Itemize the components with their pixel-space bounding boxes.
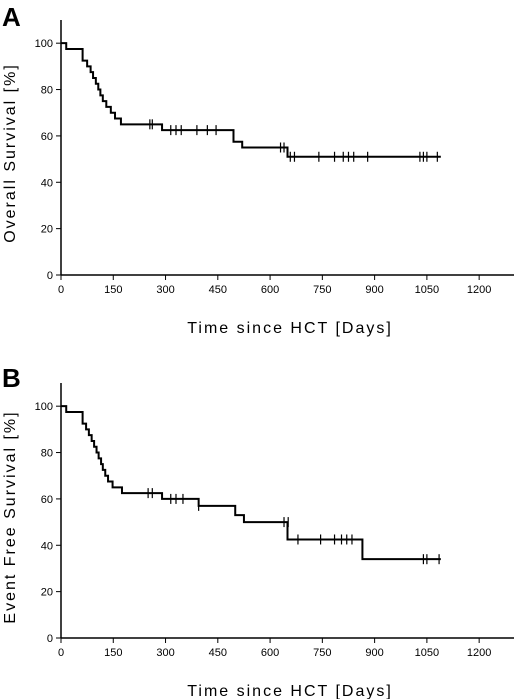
panel-a-x-tick-label: 900	[365, 284, 383, 296]
panel-a-x-tick-label: 450	[209, 284, 227, 296]
panel-a-x-tick-label: 1200	[467, 284, 491, 296]
panel-b-survival-curve	[61, 405, 441, 561]
panel-a: A 0 150 300 450 600 750 900 1050 1200 0 20 40 60 80 10…	[2, 2, 514, 337]
panel-b-x-tick-label: 450	[209, 647, 227, 659]
panel-b: B 0 150 300 450 600 750 900 1050 1200 0 20 40 60 80 10…	[2, 363, 514, 699]
panel-a-x-tick-label: 750	[313, 284, 331, 296]
panel-a-y-tick-label: 60	[41, 131, 53, 143]
panel-b-x-tick-label: 0	[58, 647, 64, 659]
panel-a-x-tick-label: 1050	[415, 284, 439, 296]
panel-a-x-tick-label: 150	[104, 284, 122, 296]
panel-b-x-axis-label: Time since HCT [Days]	[187, 683, 393, 699]
panel-a-x-tick-label: 600	[261, 284, 279, 296]
panel-b-letter: B	[2, 363, 21, 393]
panel-a-y-tick-label: 40	[41, 177, 53, 189]
panel-a-x-tick-label: 0	[58, 284, 64, 296]
panel-b-x-tick-label: 750	[313, 647, 331, 659]
panel-b-y-tick-label: 80	[41, 448, 53, 460]
panel-a-letter: A	[2, 2, 21, 32]
panel-b-y-tick-label: 60	[41, 494, 53, 506]
panel-b-y-tick-label: 100	[35, 401, 53, 413]
panel-a-y-axis-label: Overall Survival [%]	[2, 63, 19, 243]
panel-b-y-axis-label: Event Free Survival [%]	[2, 410, 19, 623]
panel-a-y-tick-label: 80	[41, 85, 53, 97]
panel-b-x-tick-label: 1050	[415, 647, 439, 659]
panel-a-y-tick-label: 20	[41, 224, 53, 236]
panel-b-x-tick-label: 1200	[467, 647, 491, 659]
panel-a-x-axis-label: Time since HCT [Days]	[187, 320, 393, 337]
panel-a-y-tick-label: 0	[47, 270, 53, 282]
panel-b-x-tick-label: 600	[261, 647, 279, 659]
panel-b-y-tick-label: 40	[41, 540, 53, 552]
panel-b-y-tick-label: 0	[47, 633, 53, 645]
panel-a-x-tick-label: 300	[156, 284, 174, 296]
panel-a-y-tick-label: 100	[35, 38, 53, 50]
panel-b-y-tick-label: 20	[41, 587, 53, 599]
panel-b-x-tick-label: 300	[156, 647, 174, 659]
panel-a-survival-curve	[61, 42, 441, 158]
panel-b-x-tick-label: 900	[365, 647, 383, 659]
panel-b-x-tick-label: 150	[104, 647, 122, 659]
